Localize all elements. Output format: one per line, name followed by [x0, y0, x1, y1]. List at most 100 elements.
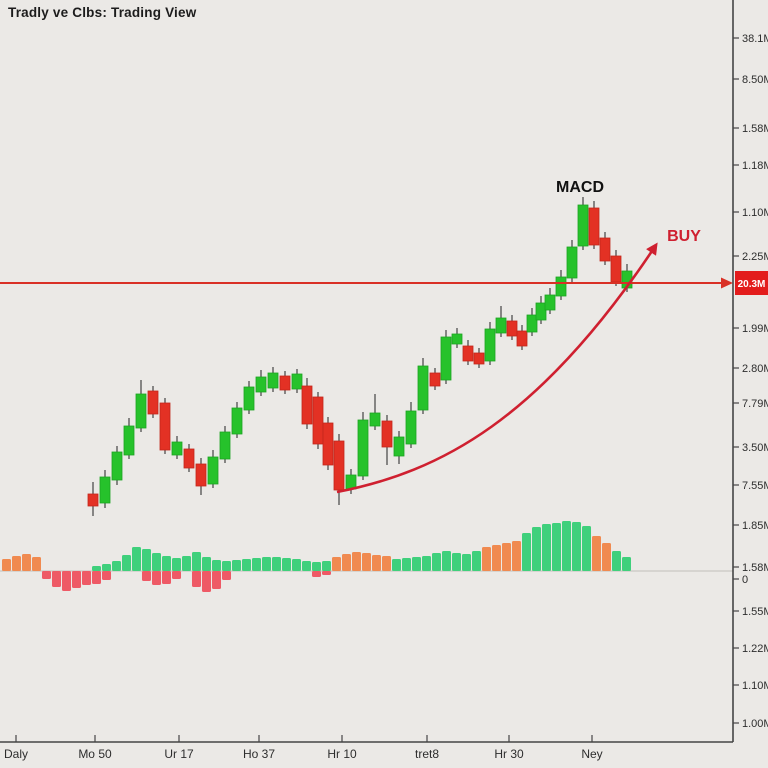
y-axis-label: 1.85M: [742, 520, 768, 532]
histogram-bar-up: [392, 559, 401, 571]
histogram-bar-down: [42, 571, 51, 579]
x-axis-label: tret8: [415, 747, 439, 761]
histogram-bar-down: [92, 571, 101, 584]
y-axis-label: 3.50M: [742, 442, 768, 454]
histogram-bar-down: [72, 571, 81, 588]
y-axis-label: 38.1M: [742, 33, 768, 45]
candle: [381, 415, 393, 465]
candle-body-down: [599, 237, 611, 262]
histogram-bar-up: [442, 551, 451, 571]
histogram-bar-up: [302, 561, 311, 571]
histogram-bar-down: [52, 571, 61, 587]
candlestick-series: [87, 197, 633, 516]
candle-body-down: [473, 352, 485, 365]
candle-body-up: [544, 294, 556, 311]
candle: [393, 431, 405, 464]
histogram-bar-up: [242, 559, 251, 571]
candle: [495, 306, 507, 337]
histogram-bar-down: [102, 571, 111, 580]
candle: [291, 369, 303, 393]
x-axis-label: Mo 50: [78, 747, 112, 761]
candle: [99, 470, 111, 508]
histogram-bar-up: [322, 561, 331, 571]
histogram-bar-up: [562, 521, 571, 571]
y-axis-label: 8.50M: [742, 74, 768, 86]
candle-body-up: [440, 336, 452, 381]
x-axis-label: Hr 10: [327, 747, 357, 761]
histogram-bar-up: [482, 547, 491, 571]
candle: [610, 250, 622, 286]
histogram-bar-up: [152, 553, 161, 571]
candle: [357, 412, 369, 480]
histogram-bar-up: [552, 523, 561, 571]
candle: [516, 325, 528, 350]
x-axis-label: Ho 37: [243, 747, 275, 761]
candle: [111, 446, 123, 485]
candle-body-up: [135, 393, 147, 429]
histogram-bar-up: [432, 553, 441, 571]
histogram-bar-up: [132, 547, 141, 571]
candle-body-down: [301, 385, 313, 425]
histogram-bar-down: [172, 571, 181, 579]
histogram-bar-up: [12, 556, 21, 571]
candle-body-up: [111, 451, 123, 481]
histogram-bar-up: [422, 556, 431, 571]
histogram-bar-up: [112, 561, 121, 571]
candle-body-up: [484, 328, 496, 362]
time-axis[interactable]: Daly Mo 50 Ur 17 Ho 37 Hr 10 tret8 Hr 30 Ney: [4, 735, 603, 761]
histogram-bar-down: [312, 571, 321, 577]
macd-label: MACD: [556, 179, 604, 196]
y-axis-label: 1.22M: [742, 643, 768, 655]
candle: [195, 458, 207, 495]
histogram-bar-up: [32, 557, 41, 571]
candle-body-up: [207, 456, 219, 485]
candle: [577, 197, 589, 250]
price-axis[interactable]: 38.1M 8.50M 1.58M 1.18M 1.10M 2.25M 1.99M 2.80M…: [733, 33, 768, 730]
histogram-bar-up: [412, 557, 421, 571]
candle-body-down: [87, 493, 99, 507]
candle: [243, 381, 255, 414]
y-axis-label: 1.58M: [742, 562, 768, 574]
candle-body-down: [429, 372, 441, 387]
y-axis-label: 1.99M: [742, 323, 768, 335]
histogram-bar-up: [532, 527, 541, 571]
price-tag-text: 20.3M: [738, 279, 766, 290]
histogram-bar-up: [262, 557, 271, 571]
candle: [147, 386, 159, 418]
y-axis-label: 0: [742, 574, 748, 586]
histogram-bar-up: [402, 558, 411, 571]
candle-body-up: [219, 431, 231, 460]
histogram-bar-up: [452, 553, 461, 571]
candle: [301, 378, 313, 429]
candle-body-up: [555, 276, 567, 297]
candle-body-down: [279, 375, 291, 391]
x-axis-label: Daly: [4, 747, 28, 761]
candle: [588, 201, 600, 249]
x-axis-label: Hr 30: [494, 747, 524, 761]
histogram-bar-up: [142, 549, 151, 571]
candle: [451, 328, 463, 348]
candle-body-down: [333, 440, 345, 491]
histogram-bar-up: [542, 524, 551, 571]
candle: [429, 368, 441, 390]
candle-body-down: [147, 390, 159, 415]
histogram-bar-up: [622, 557, 631, 571]
histogram-bar-up: [272, 557, 281, 571]
histogram-bar-up: [102, 564, 111, 571]
candle: [526, 308, 538, 336]
price-tag[interactable]: 20.3M: [735, 271, 768, 295]
buy-label: BUY: [667, 228, 701, 245]
histogram-bar-up: [282, 558, 291, 571]
candle-body-up: [535, 302, 547, 321]
candle-body-down: [588, 207, 600, 246]
histogram-bar-up: [212, 560, 221, 571]
candle: [555, 270, 567, 300]
candle: [369, 394, 381, 430]
histogram-bar-down: [62, 571, 71, 591]
candle: [267, 367, 279, 392]
candle: [322, 417, 334, 470]
histogram-bar-up: [382, 556, 391, 571]
price-level-line[interactable]: [0, 277, 733, 289]
